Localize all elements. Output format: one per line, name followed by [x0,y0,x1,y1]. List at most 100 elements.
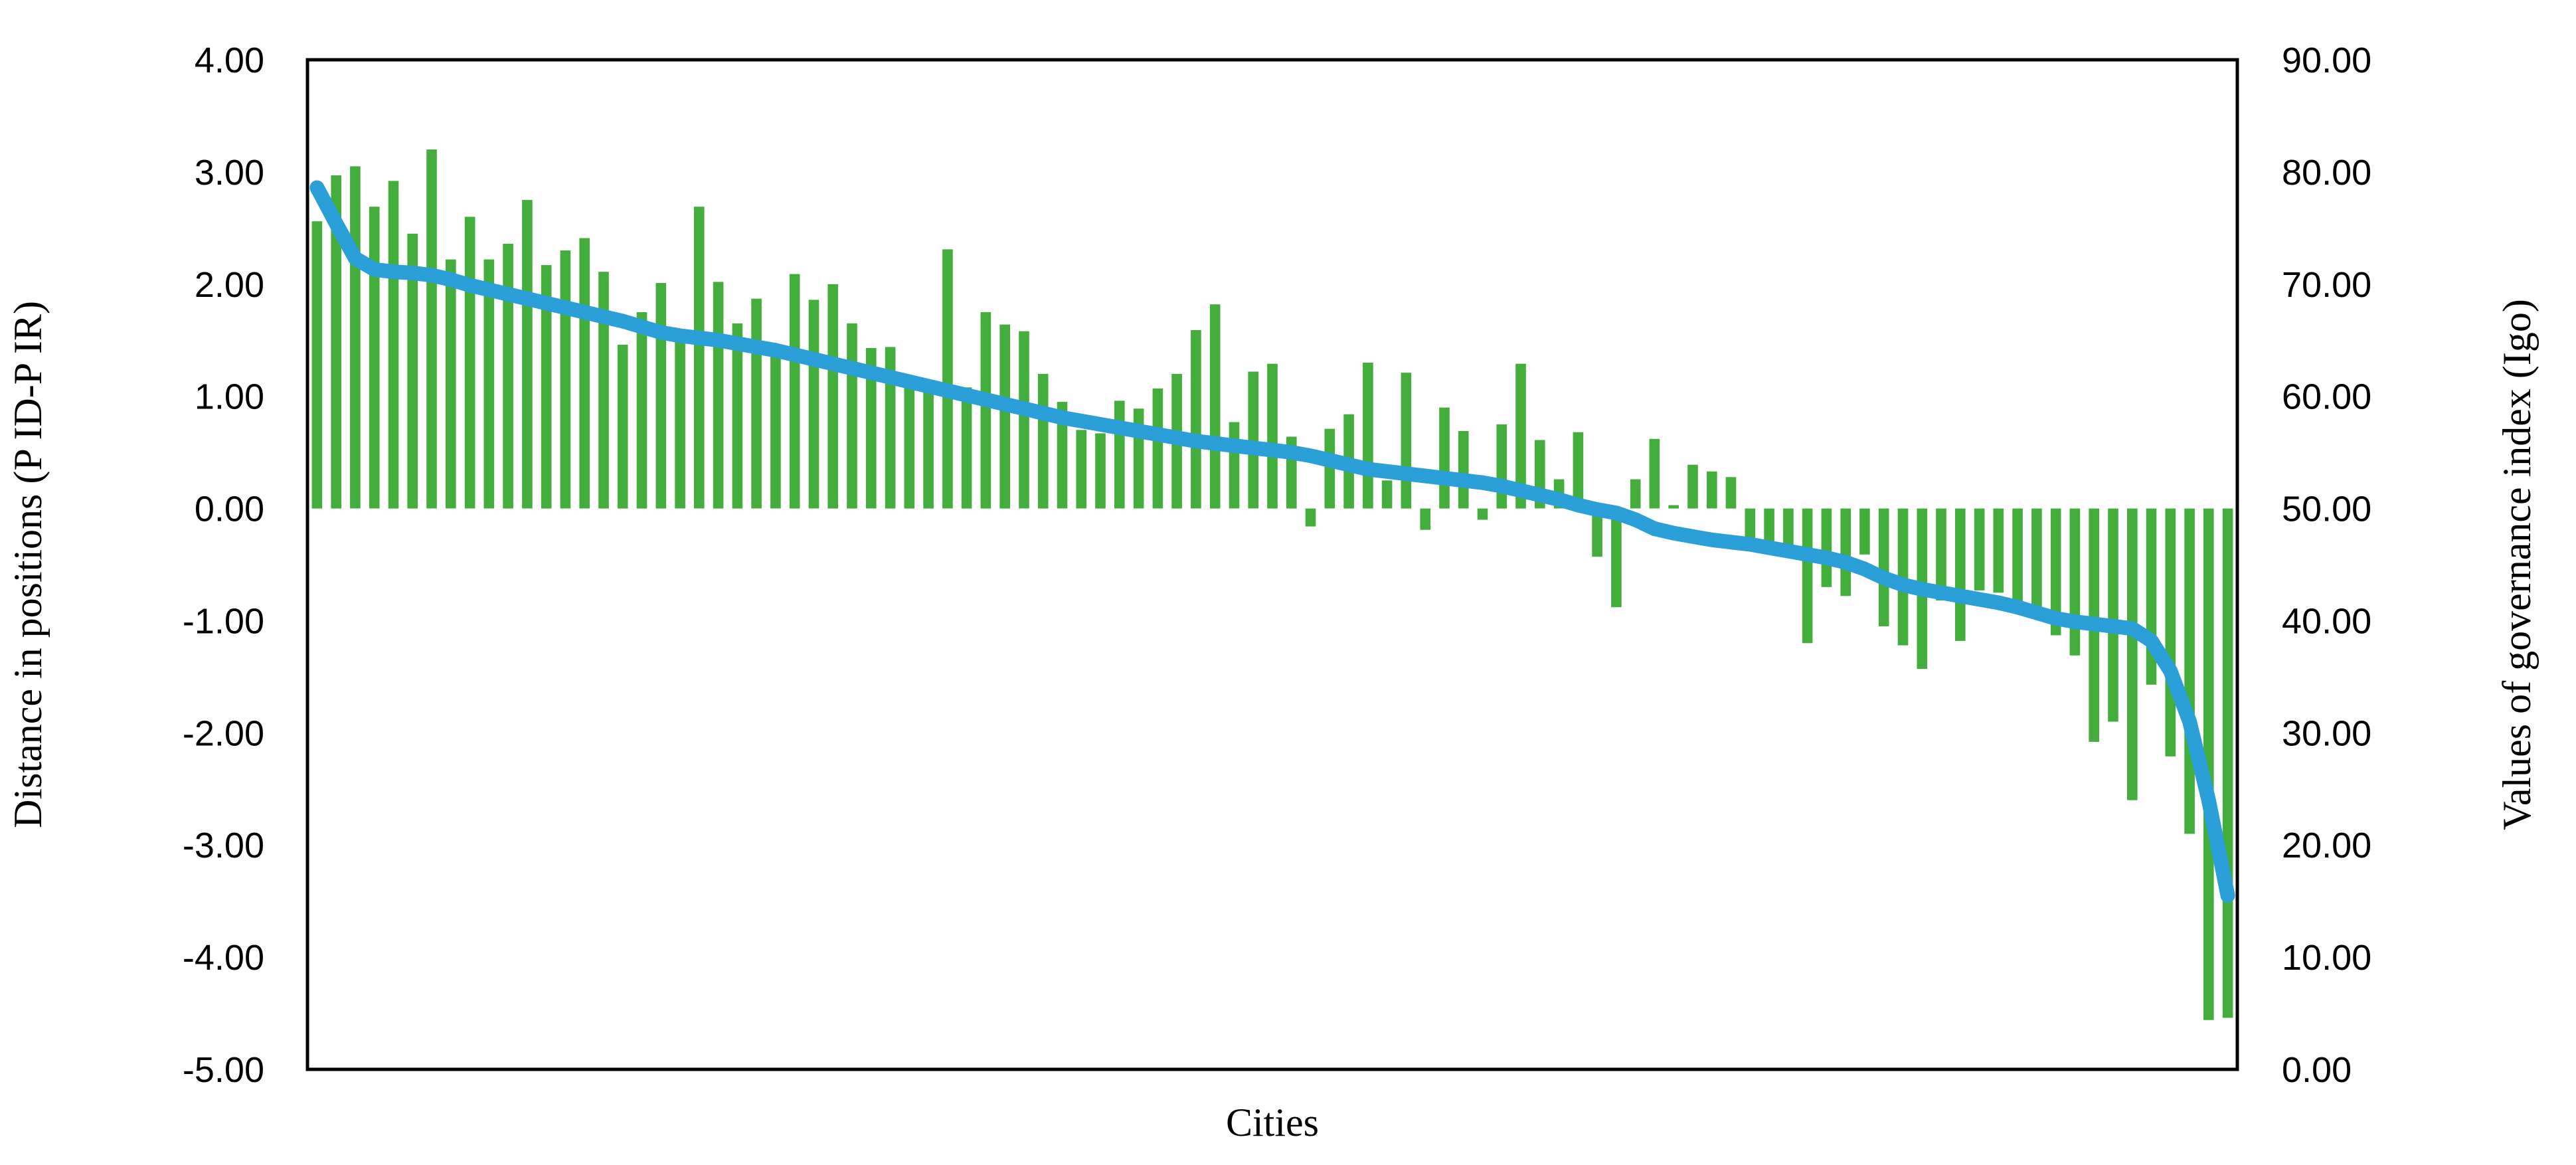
bar [1936,508,1946,601]
bar [1477,508,1488,520]
bar [1725,477,1737,509]
bar [1267,363,1278,509]
bar [2127,508,2138,800]
bar [1707,471,1717,509]
tick-label: 90.00 [2282,41,2371,80]
right-axis-tick-labels: 90.00 80.00 70.00 60.00 50.00 40.00 30.00 20.00… [2282,41,2371,1090]
bar [885,347,896,509]
bar [350,166,361,509]
bar [2012,508,2023,608]
bar [560,250,571,509]
governance-index-line [309,180,2235,903]
bar [1324,428,1335,509]
tick-label: -4.00 [183,938,264,978]
bar [1783,508,1794,548]
bar [2165,508,2176,757]
bar [1955,508,1966,641]
bar [636,312,647,509]
bar [1496,424,1507,509]
bar [1229,422,1240,509]
bar [675,329,685,509]
bar [1840,508,1851,596]
tick-label: 40.00 [2282,601,2371,641]
tick-label: -2.00 [183,713,264,753]
bar [1095,433,1106,509]
bar [1515,363,1526,509]
tick-label: -3.00 [183,826,264,865]
bar [369,207,380,509]
bar [1993,508,2004,593]
bar [1630,479,1641,509]
bar [1687,464,1698,509]
bar [694,207,705,509]
bar [1821,508,1832,587]
line-series [309,180,2235,903]
bar [2184,508,2195,834]
bar [1076,430,1087,509]
bar [999,324,1010,509]
bar [446,259,456,509]
bar [1764,508,1774,543]
tick-label: 10.00 [2282,938,2371,978]
bar [1401,373,1412,509]
plot-area-border [305,58,2239,1071]
bar [579,238,590,509]
bar [1114,401,1125,509]
tick-label: 20.00 [2282,826,2371,865]
bar [866,348,877,509]
bar [617,345,628,509]
bar [2203,508,2214,1020]
bar [1458,431,1469,509]
bar [426,149,437,509]
tick-label: -5.00 [183,1050,264,1090]
bar [464,217,475,509]
bar [770,350,781,509]
tick-label: 0.00 [2282,1050,2352,1090]
bar [2031,508,2042,612]
bar [1209,304,1221,509]
tick-label: 70.00 [2282,265,2371,305]
bar [311,221,323,509]
bar [1649,438,1660,509]
left-axis-tick-labels: 4.00 3.00 2.00 1.00 0.00 -1.00 -2.00 -3.00 -4.00… [183,41,264,1090]
bar [2222,508,2233,1018]
bar [923,384,934,509]
bar [808,300,819,509]
bar [732,323,743,509]
bar [1363,363,1373,509]
bar [1611,508,1622,608]
bar [1668,505,1679,509]
bar [1974,508,1985,590]
bar [1420,508,1430,530]
bar [980,312,991,509]
bar [1859,508,1870,555]
bar [1152,388,1163,509]
bar [942,249,953,509]
tick-label: 50.00 [2282,490,2371,529]
tick-label: 4.00 [195,41,264,80]
bar [847,323,857,509]
tick-label: 30.00 [2282,713,2371,753]
bar [1381,480,1393,509]
bar [2050,508,2061,636]
bar [1573,432,1584,509]
tick-label: 1.00 [195,377,264,417]
bar [1897,508,1909,646]
bar [904,386,915,509]
bar [1802,508,1813,644]
bar [713,282,724,509]
bar [751,298,762,509]
bar [1439,407,1450,509]
bar [2069,508,2081,656]
bar [2108,508,2118,722]
bar-series [311,149,2233,1020]
right-axis-title: Values of governance index (Igo) [2495,299,2539,830]
bar [1019,331,1029,509]
tick-label: 80.00 [2282,153,2371,193]
bar [655,283,667,509]
bar [827,284,838,509]
bar [1248,371,1258,509]
tick-label: 60.00 [2282,377,2371,417]
